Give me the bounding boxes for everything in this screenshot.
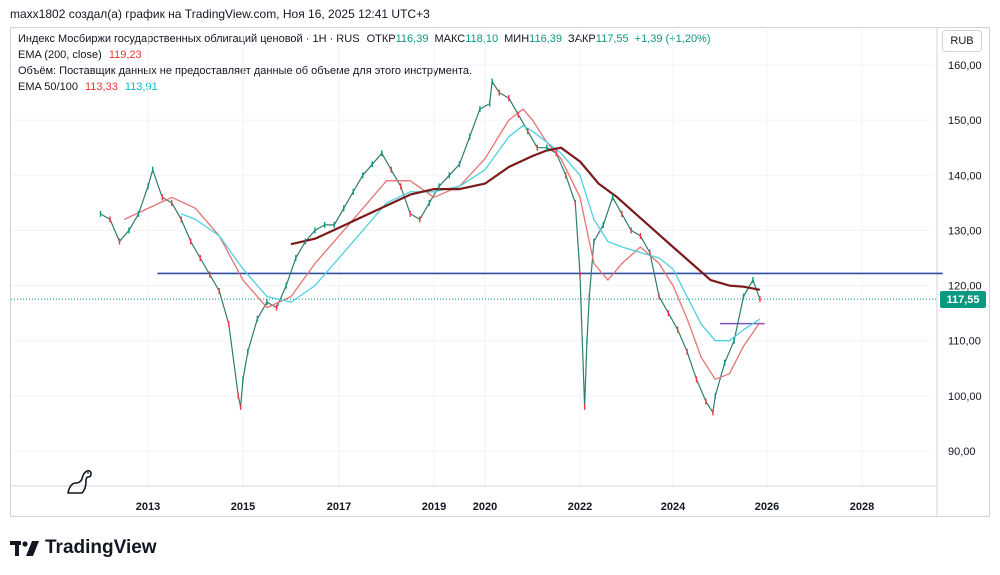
legend-ema200-value: 119,23: [108, 49, 142, 61]
series-line-price: [100, 80, 761, 413]
y-tick-label: 110,00: [948, 336, 981, 348]
x-tick-label: 2017: [327, 501, 351, 513]
legend-volume-note: Объём: Поставщик данных не предоставляет…: [18, 65, 473, 77]
x-tick-label: 2028: [850, 501, 874, 513]
legend-low-label: МИН: [504, 33, 530, 45]
current-price-label: 117,55: [940, 291, 986, 308]
legend-ema-pair-row[interactable]: EMA 50/100 113,33 113,91: [18, 81, 158, 93]
tradingview-brand[interactable]: TradingView: [10, 537, 157, 559]
x-tick-label: 2013: [136, 501, 160, 513]
legend-ema50-value: 113,33: [85, 81, 118, 93]
legend-open-label: ОТКР: [366, 33, 396, 45]
legend-close-value: 117,55: [595, 33, 629, 45]
legend-low-value: 116,39: [529, 33, 562, 45]
legend-main-row: Индекс Мосбиржи государственных облигаци…: [18, 33, 711, 45]
legend-open-value: 116,39: [395, 33, 429, 45]
legend-close-label: ЗАКР: [568, 33, 596, 45]
y-tick-label: 90,00: [948, 446, 976, 458]
y-tick-label: 150,00: [948, 115, 982, 127]
tradingview-brand-name: TradingView: [45, 537, 157, 558]
series-line-ema-50: [124, 108, 761, 380]
x-tick-label: 2026: [755, 501, 779, 513]
legend-ema200-row[interactable]: EMA (200, close) 119,23: [18, 49, 142, 61]
legend-high-label: МАКС: [434, 33, 466, 45]
legend-symbol-title[interactable]: Индекс Мосбиржи государственных облигаци…: [18, 33, 360, 45]
series-line-ema-200: [290, 146, 761, 291]
currency-button[interactable]: RUB: [942, 30, 982, 52]
x-tick-label: 2019: [422, 501, 446, 513]
x-tick-label: 2015: [231, 501, 255, 513]
dinosaur-icon[interactable]: [62, 465, 96, 499]
y-tick-label: 100,00: [948, 391, 982, 403]
legend-ema100-value: 113,91: [124, 81, 158, 93]
chart-frame: [10, 27, 990, 517]
chart-author-caption: maxx1802 создал(а) график на TradingView…: [10, 7, 430, 21]
legend-volume-row: Объём: Поставщик данных не предоставляет…: [18, 65, 472, 77]
legend-high-value: 118,10: [465, 33, 499, 45]
y-tick-label: 140,00: [948, 170, 982, 182]
x-tick-label: 2020: [473, 501, 497, 513]
legend-ema-pair-label: EMA 50/100: [18, 81, 78, 93]
y-tick-label: 120,00: [948, 281, 982, 293]
y-tick-label: 160,00: [948, 60, 982, 72]
legend-ema200-label: EMA (200, close): [18, 49, 102, 61]
x-tick-label: 2022: [568, 501, 592, 513]
x-tick-label: 2024: [661, 501, 686, 513]
tradingview-logo-icon: [10, 541, 39, 556]
y-tick-label: 130,00: [948, 225, 982, 237]
